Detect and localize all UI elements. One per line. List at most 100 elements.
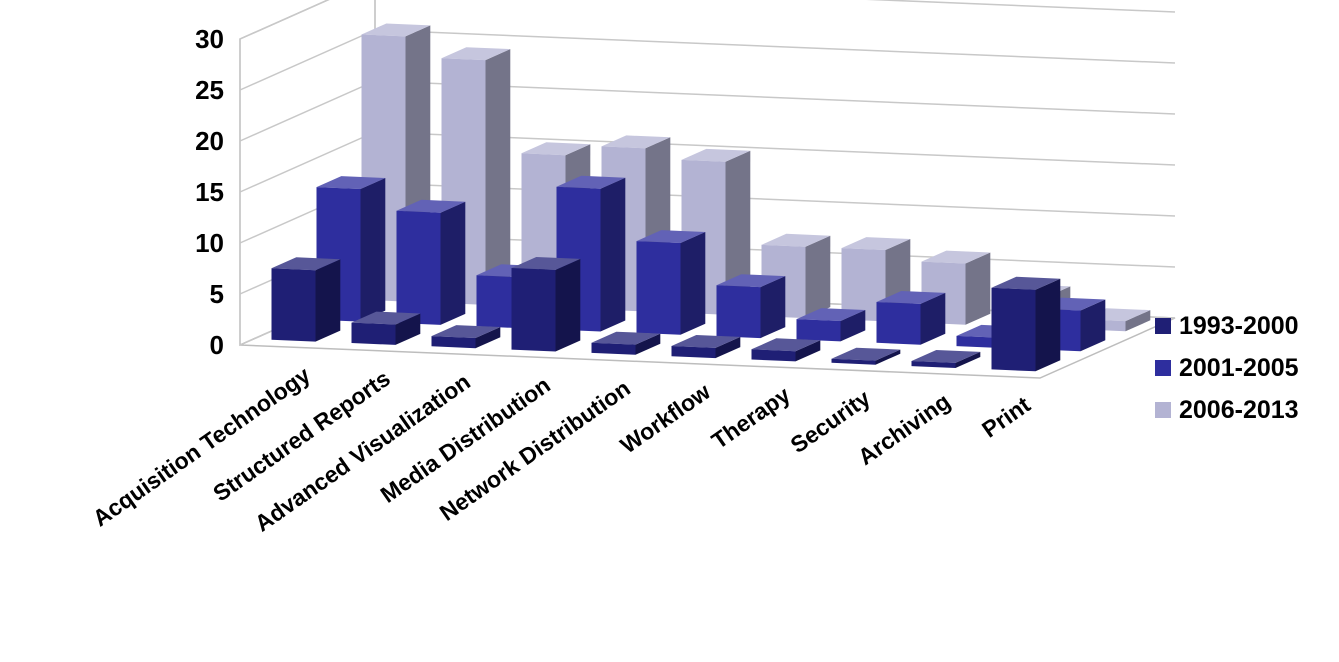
legend-item: 2006-2013 bbox=[1155, 389, 1299, 431]
bar-front bbox=[956, 335, 1001, 348]
bar-top bbox=[601, 135, 671, 149]
y-tick-label: 20 bbox=[195, 126, 224, 156]
y-tick-label: 15 bbox=[195, 177, 224, 207]
bar-1993-2000-Media Distribution bbox=[511, 257, 581, 352]
bar-front bbox=[271, 268, 316, 342]
legend: 1993-2000 2001-2005 2006-2013 bbox=[1155, 305, 1299, 431]
bar-top bbox=[591, 331, 661, 345]
bar-side bbox=[795, 340, 821, 362]
bar-side bbox=[440, 201, 466, 325]
bar-top bbox=[831, 347, 901, 361]
bar-front bbox=[716, 285, 761, 339]
bar-top bbox=[316, 176, 386, 189]
bar-top bbox=[271, 257, 341, 271]
bar-side bbox=[1080, 299, 1106, 352]
bar-top bbox=[991, 276, 1061, 290]
bars bbox=[271, 23, 1151, 372]
bar-side bbox=[965, 252, 991, 325]
bar-front bbox=[841, 248, 886, 322]
bar-1993-2000-Workflow bbox=[671, 335, 741, 359]
bar-side bbox=[955, 351, 981, 368]
bar-1993-2000-Advanced Visualization bbox=[431, 325, 501, 349]
bar-side bbox=[395, 313, 421, 345]
legend-swatch bbox=[1155, 402, 1171, 418]
legend-swatch bbox=[1155, 360, 1171, 376]
bar-top bbox=[396, 199, 466, 213]
bar-1993-2000-Security bbox=[831, 347, 901, 365]
bar-1993-2000-Therapy bbox=[751, 338, 821, 362]
bar-top bbox=[671, 335, 741, 348]
bar-top bbox=[556, 175, 626, 189]
y-tick-label: 25 bbox=[195, 75, 224, 105]
bar-top bbox=[761, 233, 831, 247]
bar-2001-2005-Network Distribution bbox=[636, 230, 706, 335]
bar-side bbox=[920, 292, 946, 345]
bar-top bbox=[681, 148, 751, 162]
bar-top bbox=[521, 142, 591, 156]
bar-2001-2005-Security bbox=[876, 291, 946, 345]
bar-side bbox=[1125, 310, 1151, 332]
bar-front bbox=[591, 342, 636, 355]
x-tick-label: Therapy bbox=[707, 381, 795, 454]
bar-side bbox=[725, 150, 751, 315]
bar-1993-2000-Print bbox=[991, 276, 1061, 372]
bar-front bbox=[671, 346, 716, 359]
bar-side bbox=[805, 235, 831, 319]
bar-front bbox=[511, 268, 556, 352]
bar-side bbox=[600, 177, 626, 332]
bar-2006-2013-Security bbox=[921, 250, 991, 325]
bar-top bbox=[911, 350, 981, 363]
y-tick-label: 0 bbox=[210, 330, 224, 360]
bar-front bbox=[476, 275, 521, 329]
bar-top bbox=[351, 311, 421, 325]
bar-top bbox=[796, 308, 866, 321]
bar-front bbox=[796, 319, 841, 342]
legend-item: 1993-2000 bbox=[1155, 305, 1299, 347]
bar-side bbox=[760, 276, 786, 339]
bar-top bbox=[431, 325, 501, 338]
bar-top bbox=[441, 47, 511, 61]
bar-2001-2005-Therapy bbox=[796, 308, 866, 342]
bar-side bbox=[555, 258, 581, 352]
bar-top bbox=[511, 257, 581, 270]
x-tick-label: Print bbox=[977, 391, 1035, 443]
bar-front bbox=[351, 322, 396, 345]
bar-side bbox=[715, 336, 741, 359]
bar-top bbox=[716, 274, 786, 288]
bar-front bbox=[431, 336, 476, 349]
bar-2001-2005-Structured Reports bbox=[396, 199, 466, 325]
bar-2001-2005-Workflow bbox=[716, 274, 786, 339]
bar-top bbox=[636, 230, 706, 243]
legend-swatch bbox=[1155, 318, 1171, 334]
bar-1993-2000-Archiving bbox=[911, 350, 981, 368]
bar-top bbox=[751, 338, 821, 352]
bar-side bbox=[360, 178, 386, 322]
legend-label: 2006-2013 bbox=[1179, 395, 1299, 424]
bar-front bbox=[751, 349, 796, 362]
legend-label: 2001-2005 bbox=[1179, 353, 1299, 382]
legend-label: 1993-2000 bbox=[1179, 311, 1299, 340]
y-tick-label: 30 bbox=[195, 24, 224, 54]
gridline bbox=[239, 0, 1176, 40]
bar-side bbox=[680, 232, 706, 335]
y-tick-label: 10 bbox=[195, 228, 224, 258]
bar-front bbox=[991, 287, 1036, 372]
bar-front bbox=[876, 302, 921, 345]
bar-front bbox=[831, 358, 876, 365]
legend-item: 2001-2005 bbox=[1155, 347, 1299, 389]
bar-top bbox=[841, 237, 911, 250]
bar-top bbox=[361, 23, 431, 37]
y-tick-label: 5 bbox=[210, 279, 224, 309]
bar-1993-2000-Structured Reports bbox=[351, 311, 421, 345]
bar-front bbox=[636, 241, 681, 335]
bar-1993-2000-Acquisition Technology bbox=[271, 257, 341, 342]
bar-side bbox=[635, 333, 661, 355]
bar-side bbox=[875, 349, 901, 365]
bar-side bbox=[485, 49, 511, 305]
bar-side bbox=[475, 327, 501, 349]
bar-side bbox=[840, 310, 866, 342]
bar-top bbox=[921, 250, 991, 264]
